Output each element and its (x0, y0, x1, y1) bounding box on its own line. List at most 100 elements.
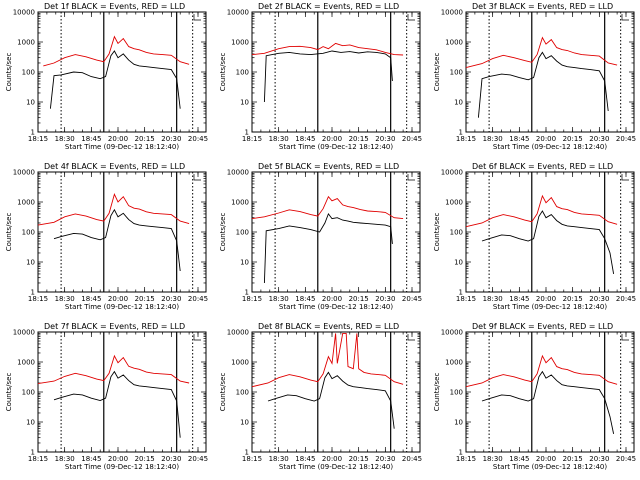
x-tick-label: 20:00 (108, 455, 128, 463)
x-axis-label: Start Time (09-Dec-12 18:12:40) (493, 463, 607, 471)
y-tick-label: 1 (245, 449, 249, 457)
y-tick-label: 1 (459, 289, 463, 297)
series-events-line (267, 371, 395, 429)
x-tick-label: 20:45 (402, 455, 422, 463)
x-tick-label: 20:45 (188, 455, 208, 463)
series-events-line (477, 51, 609, 118)
corner-mark (621, 14, 629, 21)
x-tick-label: 18:15 (242, 135, 262, 143)
x-tick-label: 20:30 (375, 295, 395, 303)
x-tick-label: 18:30 (269, 135, 289, 143)
x-axis-label: Start Time (09-Dec-12 18:12:40) (493, 143, 607, 151)
x-tick-label: 20:15 (135, 135, 155, 143)
x-tick-label: 20:45 (616, 295, 636, 303)
y-tick-label: 10 (240, 259, 249, 267)
plot-frame (465, 11, 635, 133)
series-events-line (263, 50, 393, 103)
x-tick-label: 18:45 (295, 135, 315, 143)
x-tick-label: 20:15 (563, 295, 583, 303)
x-tick-label: 18:15 (28, 135, 48, 143)
x-axis-label: Start Time (09-Dec-12 18:12:40) (279, 143, 393, 151)
series-events-line (481, 210, 615, 274)
x-tick-label: 20:45 (188, 135, 208, 143)
y-tick-label: 10000 (13, 329, 35, 337)
y-axis-label: Counts/sec (219, 213, 227, 252)
panel-title: Det 4f BLACK = Events, RED = LLD (44, 162, 185, 171)
x-tick-label: 20:30 (161, 455, 181, 463)
panel-det-4f: Det 4f BLACK = Events, RED = LLD 1 10 100 10… (5, 162, 208, 311)
corner-mark (407, 14, 415, 21)
x-axis-label: Start Time (09-Dec-12 18:12:40) (65, 303, 179, 311)
series-lld-line (251, 332, 404, 388)
series-events-line (53, 208, 181, 272)
y-tick-label: 100 (22, 389, 35, 397)
x-tick-label: 20:30 (589, 295, 609, 303)
x-tick-label: 20:15 (349, 295, 369, 303)
panel-title: Det 3f BLACK = Events, RED = LLD (472, 2, 613, 11)
x-axis-label: Start Time (09-Dec-12 18:12:40) (493, 303, 607, 311)
y-tick-label: 1000 (17, 199, 35, 207)
y-tick-label: 1000 (231, 359, 249, 367)
x-tick-label: 18:45 (509, 295, 529, 303)
y-tick-label: 10 (240, 419, 249, 427)
x-tick-label: 20:00 (108, 135, 128, 143)
x-tick-label: 20:00 (322, 455, 342, 463)
x-tick-label: 20:45 (188, 295, 208, 303)
corner-mark (193, 174, 201, 181)
y-tick-label: 1 (31, 129, 35, 137)
x-tick-label: 20:15 (349, 135, 369, 143)
y-axis-label: Counts/sec (5, 373, 13, 412)
panel-title: Det 7f BLACK = Events, RED = LLD (44, 322, 185, 331)
corner-mark (407, 334, 415, 341)
x-tick-label: 18:30 (483, 295, 503, 303)
y-tick-label: 100 (236, 229, 249, 237)
panel-det-7f: Det 7f BLACK = Events, RED = LLD 1 10 100 10… (5, 322, 208, 471)
x-tick-label: 20:45 (402, 295, 422, 303)
x-tick-label: 18:45 (509, 135, 529, 143)
y-axis-label: Counts/sec (5, 53, 13, 92)
x-tick-label: 20:15 (135, 455, 155, 463)
panel-title: Det 5f BLACK = Events, RED = LLD (258, 162, 399, 171)
y-tick-label: 100 (450, 389, 463, 397)
y-tick-label: 10 (26, 259, 35, 267)
x-tick-label: 18:45 (509, 455, 529, 463)
x-tick-label: 20:30 (161, 135, 181, 143)
y-tick-label: 1000 (17, 359, 35, 367)
x-tick-label: 18:30 (55, 295, 75, 303)
plot-frame (251, 331, 421, 453)
corner-mark (621, 334, 629, 341)
corner-mark (193, 334, 201, 341)
y-axis-label: Counts/sec (5, 213, 13, 252)
panel-det-8f: Det 8f BLACK = Events, RED = LLD 1 10 100 10… (219, 322, 422, 471)
y-tick-label: 10 (26, 99, 35, 107)
y-tick-label: 1000 (445, 39, 463, 47)
x-tick-label: 18:45 (81, 455, 101, 463)
corner-mark (407, 174, 415, 181)
y-tick-label: 10000 (227, 329, 249, 337)
y-axis-label: Counts/sec (433, 53, 441, 92)
plot-frame (251, 11, 421, 133)
y-tick-label: 1000 (445, 199, 463, 207)
x-tick-label: 18:30 (483, 135, 503, 143)
x-tick-label: 20:00 (322, 295, 342, 303)
y-tick-label: 10000 (13, 169, 35, 177)
y-tick-label: 100 (236, 69, 249, 77)
y-tick-label: 1 (245, 129, 249, 137)
y-axis-label: Counts/sec (219, 373, 227, 412)
x-tick-label: 18:45 (81, 295, 101, 303)
series-lld-line (37, 193, 190, 226)
x-axis-label: Start Time (09-Dec-12 18:12:40) (65, 463, 179, 471)
panel-title: Det 8f BLACK = Events, RED = LLD (258, 322, 399, 331)
panel-det-5f: Det 5f BLACK = Events, RED = LLD 1 10 100 10… (219, 162, 422, 311)
x-tick-label: 20:15 (563, 135, 583, 143)
x-tick-label: 20:15 (349, 455, 369, 463)
y-tick-label: 1 (459, 449, 463, 457)
x-axis-label: Start Time (09-Dec-12 18:12:40) (279, 303, 393, 311)
x-tick-label: 18:30 (55, 455, 75, 463)
panel-det-9f: Det 9f BLACK = Events, RED = LLD 1 10 100 10… (433, 322, 636, 471)
x-tick-label: 20:00 (536, 455, 556, 463)
y-tick-label: 100 (22, 229, 35, 237)
y-tick-label: 100 (236, 389, 249, 397)
x-axis-label: Start Time (09-Dec-12 18:12:40) (279, 463, 393, 471)
